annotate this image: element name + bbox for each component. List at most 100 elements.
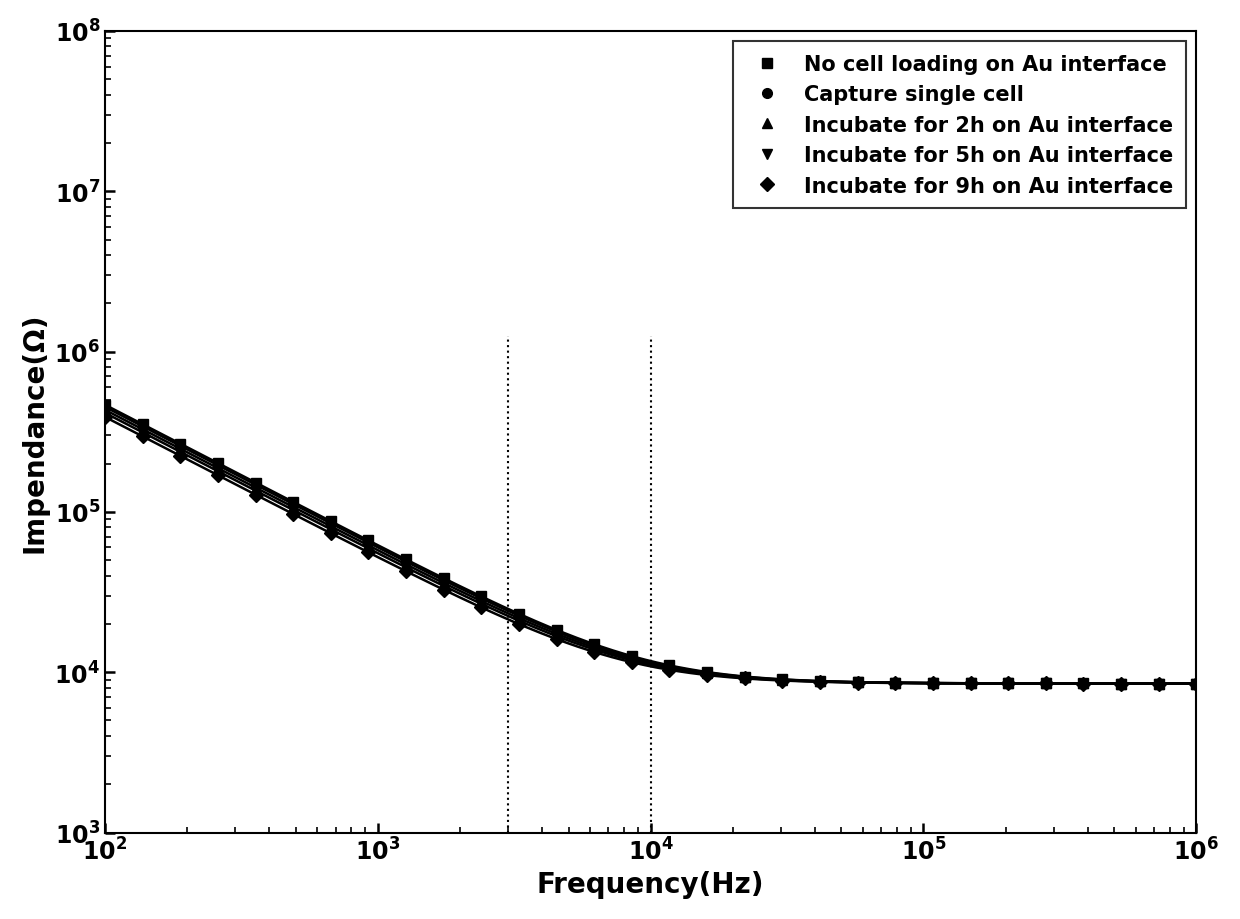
No cell loading on Au interface: [135, 419, 150, 430]
Incubate for 9h on Au interface: [549, 634, 564, 645]
Incubate for 9h on Au interface: [436, 584, 451, 596]
Capture single cell: [436, 575, 451, 586]
Incubate for 2h on Au interface: [324, 521, 339, 532]
Incubate for 9h on Au interface: [474, 602, 489, 613]
Incubate for 5h on Au interface: [662, 664, 677, 675]
Incubate for 5h on Au interface: [963, 678, 978, 689]
Capture single cell: [851, 677, 866, 688]
Incubate for 5h on Au interface: [1151, 678, 1166, 689]
Incubate for 5h on Au interface: [925, 678, 940, 689]
No cell loading on Au interface: [851, 677, 866, 688]
Incubate for 2h on Au interface: [436, 578, 451, 589]
Incubate for 2h on Au interface: [285, 502, 300, 513]
Incubate for 2h on Au interface: [98, 405, 113, 416]
Incubate for 2h on Au interface: [248, 482, 263, 494]
Incubate for 9h on Au interface: [98, 412, 113, 423]
No cell loading on Au interface: [1001, 678, 1016, 689]
No cell loading on Au interface: [1076, 678, 1091, 689]
No cell loading on Au interface: [172, 438, 187, 449]
Incubate for 5h on Au interface: [324, 524, 339, 535]
Line: Incubate for 2h on Au interface: Incubate for 2h on Au interface: [100, 405, 1202, 688]
Incubate for 9h on Au interface: [1001, 678, 1016, 689]
Incubate for 5h on Au interface: [398, 562, 413, 573]
Incubate for 2h on Au interface: [1076, 678, 1091, 689]
No cell loading on Au interface: [925, 678, 940, 689]
No cell loading on Au interface: [248, 478, 263, 489]
Incubate for 5h on Au interface: [211, 466, 226, 477]
Legend: No cell loading on Au interface, Capture single cell, Incubate for 2h on Au inte: No cell loading on Au interface, Capture…: [733, 42, 1185, 209]
Capture single cell: [812, 676, 827, 687]
Incubate for 5h on Au interface: [1076, 678, 1091, 689]
Incubate for 5h on Au interface: [549, 631, 564, 642]
Incubate for 5h on Au interface: [511, 616, 526, 627]
Capture single cell: [587, 641, 601, 652]
No cell loading on Au interface: [662, 660, 677, 671]
Incubate for 5h on Au interface: [699, 669, 714, 680]
Incubate for 9h on Au interface: [172, 451, 187, 462]
Incubate for 2h on Au interface: [1189, 678, 1204, 689]
Incubate for 2h on Au interface: [172, 444, 187, 455]
Incubate for 2h on Au interface: [812, 676, 827, 687]
Incubate for 9h on Au interface: [699, 670, 714, 681]
Capture single cell: [474, 594, 489, 605]
Incubate for 9h on Au interface: [1038, 678, 1053, 689]
Incubate for 2h on Au interface: [738, 672, 753, 683]
No cell loading on Au interface: [98, 400, 113, 411]
Incubate for 5h on Au interface: [361, 543, 376, 554]
No cell loading on Au interface: [361, 536, 376, 547]
Incubate for 9h on Au interface: [361, 547, 376, 558]
Incubate for 9h on Au interface: [1076, 678, 1091, 689]
Line: No cell loading on Au interface: No cell loading on Au interface: [100, 401, 1202, 688]
Incubate for 5h on Au interface: [135, 427, 150, 438]
X-axis label: Frequency(Hz): Frequency(Hz): [537, 870, 764, 898]
Incubate for 9h on Au interface: [1151, 678, 1166, 689]
Incubate for 2h on Au interface: [549, 629, 564, 640]
No cell loading on Au interface: [474, 591, 489, 602]
Incubate for 5h on Au interface: [775, 675, 790, 686]
Y-axis label: Impendance(Ω): Impendance(Ω): [21, 312, 48, 552]
Incubate for 2h on Au interface: [1001, 678, 1016, 689]
Capture single cell: [1001, 678, 1016, 689]
Capture single cell: [699, 667, 714, 678]
Incubate for 9h on Au interface: [135, 431, 150, 442]
Capture single cell: [248, 480, 263, 491]
Capture single cell: [925, 678, 940, 689]
No cell loading on Au interface: [211, 458, 226, 469]
No cell loading on Au interface: [738, 671, 753, 682]
No cell loading on Au interface: [812, 675, 827, 686]
Incubate for 9h on Au interface: [587, 647, 601, 658]
Capture single cell: [662, 661, 677, 672]
Incubate for 5h on Au interface: [738, 673, 753, 684]
Incubate for 2h on Au interface: [135, 425, 150, 436]
Incubate for 9h on Au interface: [662, 664, 677, 675]
Capture single cell: [172, 441, 187, 452]
Incubate for 9h on Au interface: [324, 528, 339, 539]
Incubate for 2h on Au interface: [888, 677, 903, 688]
Capture single cell: [738, 672, 753, 683]
Incubate for 2h on Au interface: [851, 677, 866, 688]
No cell loading on Au interface: [398, 554, 413, 565]
Incubate for 2h on Au interface: [1114, 678, 1128, 689]
Incubate for 2h on Au interface: [587, 642, 601, 653]
No cell loading on Au interface: [1151, 678, 1166, 689]
Incubate for 2h on Au interface: [361, 540, 376, 551]
Capture single cell: [135, 422, 150, 433]
Incubate for 5h on Au interface: [98, 408, 113, 419]
Incubate for 9h on Au interface: [738, 674, 753, 685]
Line: Incubate for 9h on Au interface: Incubate for 9h on Au interface: [100, 413, 1202, 688]
Capture single cell: [324, 518, 339, 529]
Incubate for 5h on Au interface: [474, 598, 489, 609]
Incubate for 5h on Au interface: [1114, 678, 1128, 689]
Incubate for 5h on Au interface: [248, 485, 263, 496]
No cell loading on Au interface: [587, 639, 601, 650]
Capture single cell: [1151, 678, 1166, 689]
No cell loading on Au interface: [963, 678, 978, 689]
Capture single cell: [549, 627, 564, 638]
Incubate for 9h on Au interface: [1189, 678, 1204, 689]
Incubate for 9h on Au interface: [888, 677, 903, 688]
Incubate for 2h on Au interface: [511, 613, 526, 624]
No cell loading on Au interface: [549, 625, 564, 636]
No cell loading on Au interface: [1114, 678, 1128, 689]
Incubate for 2h on Au interface: [699, 668, 714, 679]
Incubate for 5h on Au interface: [1038, 678, 1053, 689]
